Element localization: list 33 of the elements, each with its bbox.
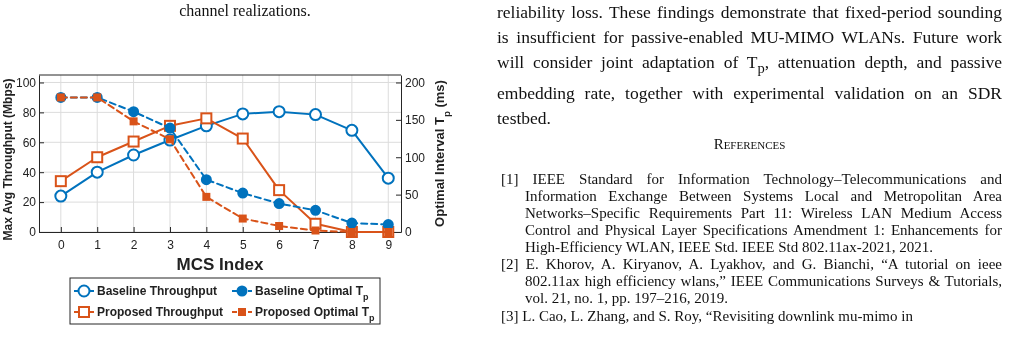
x-tick-label: 6 xyxy=(276,237,284,252)
legend-label: Proposed Optimal T$_{p}$ xyxy=(255,305,376,323)
x-tick-label: 9 xyxy=(385,237,393,252)
legend-label: Proposed Throughput xyxy=(97,305,223,319)
x-tick-label: 3 xyxy=(167,237,175,252)
y2-tick-label: 50 xyxy=(405,187,419,202)
y-tick-label: 100 xyxy=(15,75,37,90)
text: reliability loss. These findings demonstrate that fixed-period sounding is insufficient for passive-enabled MU-MIMO WLANs. Future work will consider joint adaptation of T$_{p}$, attenuation depth, and passive embedding rate, together with experimental validation on an SDR testbed. xyxy=(497,1,1003,130)
y2-tick-label: 200 xyxy=(405,75,426,90)
x-tick-label: 7 xyxy=(312,237,320,252)
legend-label: Baseline Throughput xyxy=(97,284,217,298)
text: [2] E. Khorov, A. Kiryanov, A. Lyakhov, and G. Bianchi, “A tutorial on ieee 802.11ax high efficiency wlans,” IEEE Communications Surveys & Tutorials, vol. 21, no. 1, pp. 197–216, 2019. xyxy=(500,256,1002,307)
legend-label: Baseline Optimal T$_{p}$ xyxy=(255,284,370,302)
x-tick-label: 4 xyxy=(203,237,211,252)
y-tick-label: 80 xyxy=(22,105,37,120)
text: References xyxy=(712,135,787,154)
y2-tick-label: 0 xyxy=(405,225,412,240)
y2-tick-label: 150 xyxy=(405,113,426,128)
text: [3] L. Cao, L. Zhang, and S. Roy, “Revisiting downlink mu-mimo in xyxy=(500,308,914,325)
text: channel realizations. xyxy=(178,1,312,20)
y2-tick-label: 100 xyxy=(405,150,426,165)
y-tick-label: 20 xyxy=(22,195,37,210)
y-tick-label: 40 xyxy=(22,165,37,180)
y-axis-title: Max Avg Throughput (Mbps) xyxy=(1,78,15,241)
y-tick-label: 0 xyxy=(29,225,37,240)
x-tick-label: 1 xyxy=(94,237,102,252)
text: [1] IEEE Standard for Information Technology–Telecommunications and Information Exchange Between Systems Local and Metropolitan Area Networks–Specific Requirements Part 11: Wireless LAN Medium Access Control and Physical Layer Specifications Amendment 1: Enhancements for High-Efficiency WLAN, IEEE Std. IEEE Std 802.11ax-2021, 2021. xyxy=(500,171,1002,256)
y-tick-label: 60 xyxy=(22,135,37,150)
x-tick-label: 0 xyxy=(57,237,65,252)
x-tick-label: 2 xyxy=(130,237,138,252)
x-tick-label: 5 xyxy=(239,237,247,252)
x-tick-label: 8 xyxy=(349,237,357,252)
x-axis-title: MCS Index xyxy=(176,255,264,274)
